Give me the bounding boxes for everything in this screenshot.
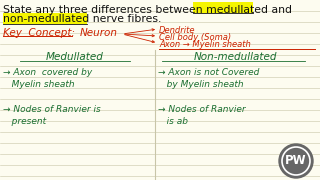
Text: Medullated: Medullated — [46, 52, 104, 62]
Text: → Axon is not Covered
   by Myelin sheath: → Axon is not Covered by Myelin sheath — [158, 68, 260, 89]
Text: Axon → Myelin sheath: Axon → Myelin sheath — [159, 40, 251, 49]
Text: PW: PW — [285, 154, 307, 168]
Text: State any three differences between medullated and: State any three differences between medu… — [3, 5, 292, 15]
Text: Dendrite: Dendrite — [159, 26, 196, 35]
Circle shape — [279, 144, 313, 178]
Text: → Nodes of Ranvier is
   present: → Nodes of Ranvier is present — [3, 105, 101, 126]
Text: Cell body (Soma): Cell body (Soma) — [159, 33, 231, 42]
Text: → Axon  covered by
   Myelin sheath: → Axon covered by Myelin sheath — [3, 68, 92, 89]
Text: Key  Concept:: Key Concept: — [3, 28, 75, 38]
Text: non-medullated nerve fibres.: non-medullated nerve fibres. — [3, 14, 161, 24]
Text: → Nodes of Ranvier
   is ab: → Nodes of Ranvier is ab — [158, 105, 246, 126]
Text: Neuron: Neuron — [80, 28, 118, 38]
Text: Non-medullated: Non-medullated — [193, 52, 277, 62]
